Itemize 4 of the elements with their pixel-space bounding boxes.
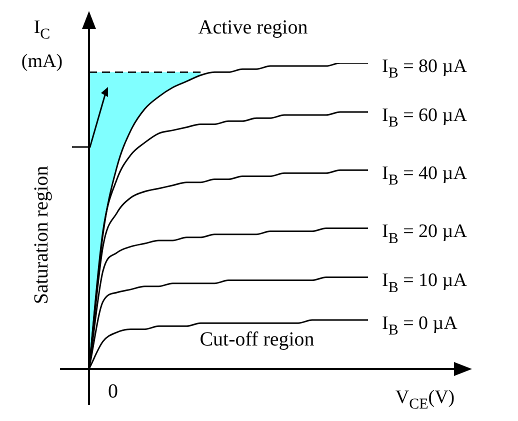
text: Saturation region	[30, 166, 52, 304]
text: 0	[108, 380, 118, 402]
text: Active region	[198, 16, 308, 38]
annotation: Cut-off region	[200, 328, 314, 350]
